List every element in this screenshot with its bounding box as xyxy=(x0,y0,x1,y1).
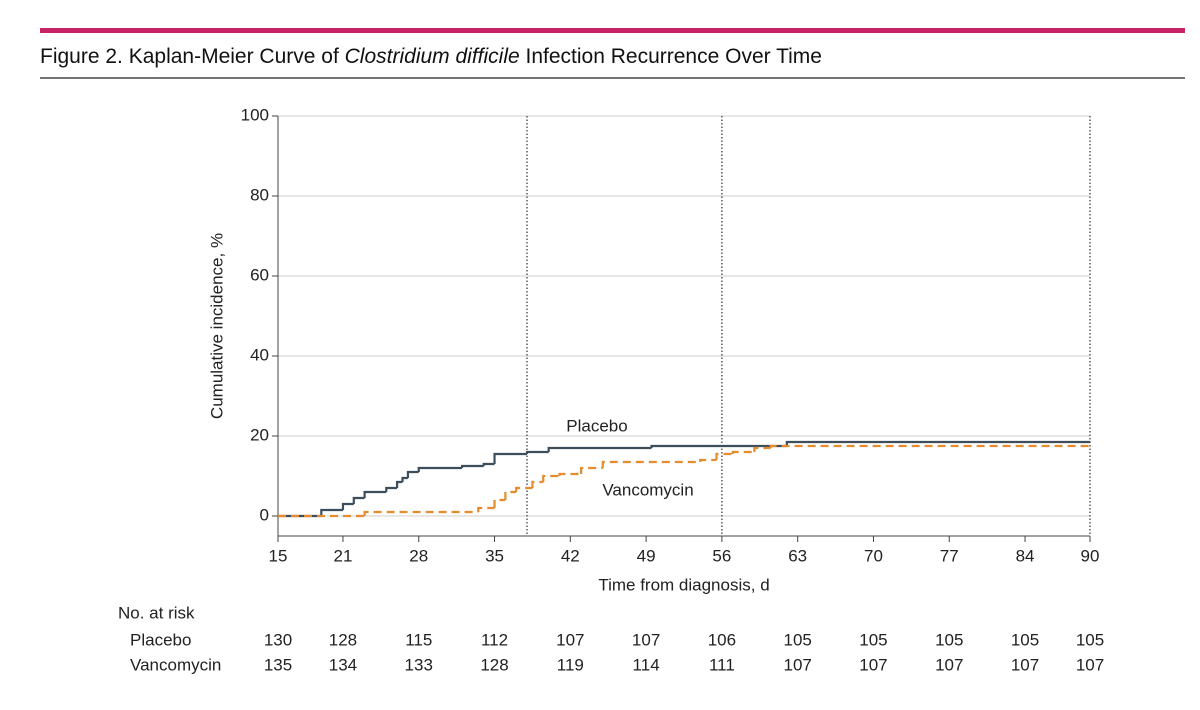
risk-count: 107 xyxy=(632,630,660,649)
y-tick-label: 60 xyxy=(250,265,269,284)
risk-count: 134 xyxy=(329,655,357,674)
x-tick-label: 90 xyxy=(1081,546,1100,565)
risk-table-title: No. at risk xyxy=(118,603,195,622)
risk-count: 107 xyxy=(1011,655,1039,674)
km-step xyxy=(753,446,771,452)
risk-count: 105 xyxy=(1011,630,1039,649)
km-step xyxy=(601,460,701,468)
km-step xyxy=(558,472,582,476)
risk-count: 107 xyxy=(859,655,887,674)
risk-count: 133 xyxy=(405,655,433,674)
x-tick-label: 77 xyxy=(940,546,959,565)
risk-count: 114 xyxy=(633,655,660,674)
km-step xyxy=(363,510,479,516)
series-label: Vancomycin xyxy=(602,480,693,499)
x-tick-label: 49 xyxy=(637,546,656,565)
km-step xyxy=(341,502,354,510)
risk-count: 135 xyxy=(264,655,292,674)
km-step xyxy=(515,486,533,492)
title-part: Figure 2. Kaplan-Meier Curve of xyxy=(40,45,345,68)
risk-count: 107 xyxy=(783,655,811,674)
risk-count: 112 xyxy=(481,630,508,649)
risk-count: 107 xyxy=(935,655,963,674)
y-tick-label: 100 xyxy=(241,105,269,124)
km-step xyxy=(406,470,419,478)
risk-count: 105 xyxy=(859,630,887,649)
km-step xyxy=(580,466,603,474)
risk-count: 128 xyxy=(329,630,357,649)
y-tick-label: 20 xyxy=(250,425,269,444)
risk-count: 105 xyxy=(935,630,963,649)
x-tick-label: 84 xyxy=(1016,546,1035,565)
km-step xyxy=(531,480,544,488)
x-tick-label: 35 xyxy=(485,546,504,565)
top-rule xyxy=(40,28,1185,33)
km-step xyxy=(493,452,528,464)
km-step xyxy=(715,452,733,460)
series-label: Placebo xyxy=(566,416,627,435)
risk-count: 106 xyxy=(708,630,736,649)
km-step xyxy=(320,508,343,516)
risk-row-label: Vancomycin xyxy=(130,655,221,674)
y-tick-label: 0 xyxy=(260,505,269,524)
risk-count: 105 xyxy=(783,630,811,649)
y-axis-label: Cumulative incidence, % xyxy=(207,233,226,419)
x-tick-label: 56 xyxy=(712,546,731,565)
km-step xyxy=(352,496,365,504)
km-step xyxy=(525,450,549,454)
km-step xyxy=(401,476,408,482)
risk-count: 107 xyxy=(556,630,584,649)
risk-count: 115 xyxy=(405,630,432,649)
km-step xyxy=(769,444,1090,448)
km-step xyxy=(504,490,517,500)
km-step xyxy=(547,446,652,452)
x-tick-label: 42 xyxy=(561,546,580,565)
km-step xyxy=(650,444,787,448)
km-step xyxy=(699,458,717,462)
km-step xyxy=(477,506,495,512)
km-step xyxy=(385,486,398,492)
km-step xyxy=(493,498,506,508)
risk-count: 105 xyxy=(1076,630,1104,649)
x-tick-label: 28 xyxy=(409,546,428,565)
risk-count: 128 xyxy=(480,655,508,674)
risk-count: 111 xyxy=(709,655,735,674)
risk-count: 130 xyxy=(264,630,292,649)
x-tick-label: 63 xyxy=(788,546,807,565)
km-step xyxy=(482,462,495,466)
km-step xyxy=(460,464,484,468)
risk-count: 119 xyxy=(557,655,584,674)
km-step xyxy=(363,490,387,498)
chart-title: Figure 2. Kaplan-Meier Curve of Clostrid… xyxy=(40,45,822,68)
x-tick-label: 15 xyxy=(269,546,288,565)
x-tick-label: 70 xyxy=(864,546,883,565)
x-tick-label: 21 xyxy=(333,546,352,565)
km-step xyxy=(395,480,403,488)
x-axis-label: Time from diagnosis, d xyxy=(598,575,769,594)
y-tick-label: 40 xyxy=(250,345,269,364)
km-step xyxy=(731,450,755,454)
title-part: Infection Recurrence Over Time xyxy=(520,45,822,68)
y-tick-label: 80 xyxy=(250,185,269,204)
km-step xyxy=(785,440,1090,446)
risk-count: 107 xyxy=(1076,655,1104,674)
km-step xyxy=(417,466,463,472)
title-part: Clostridium difficile xyxy=(345,45,520,68)
risk-row-label: Placebo xyxy=(130,630,191,649)
km-step xyxy=(542,474,560,482)
